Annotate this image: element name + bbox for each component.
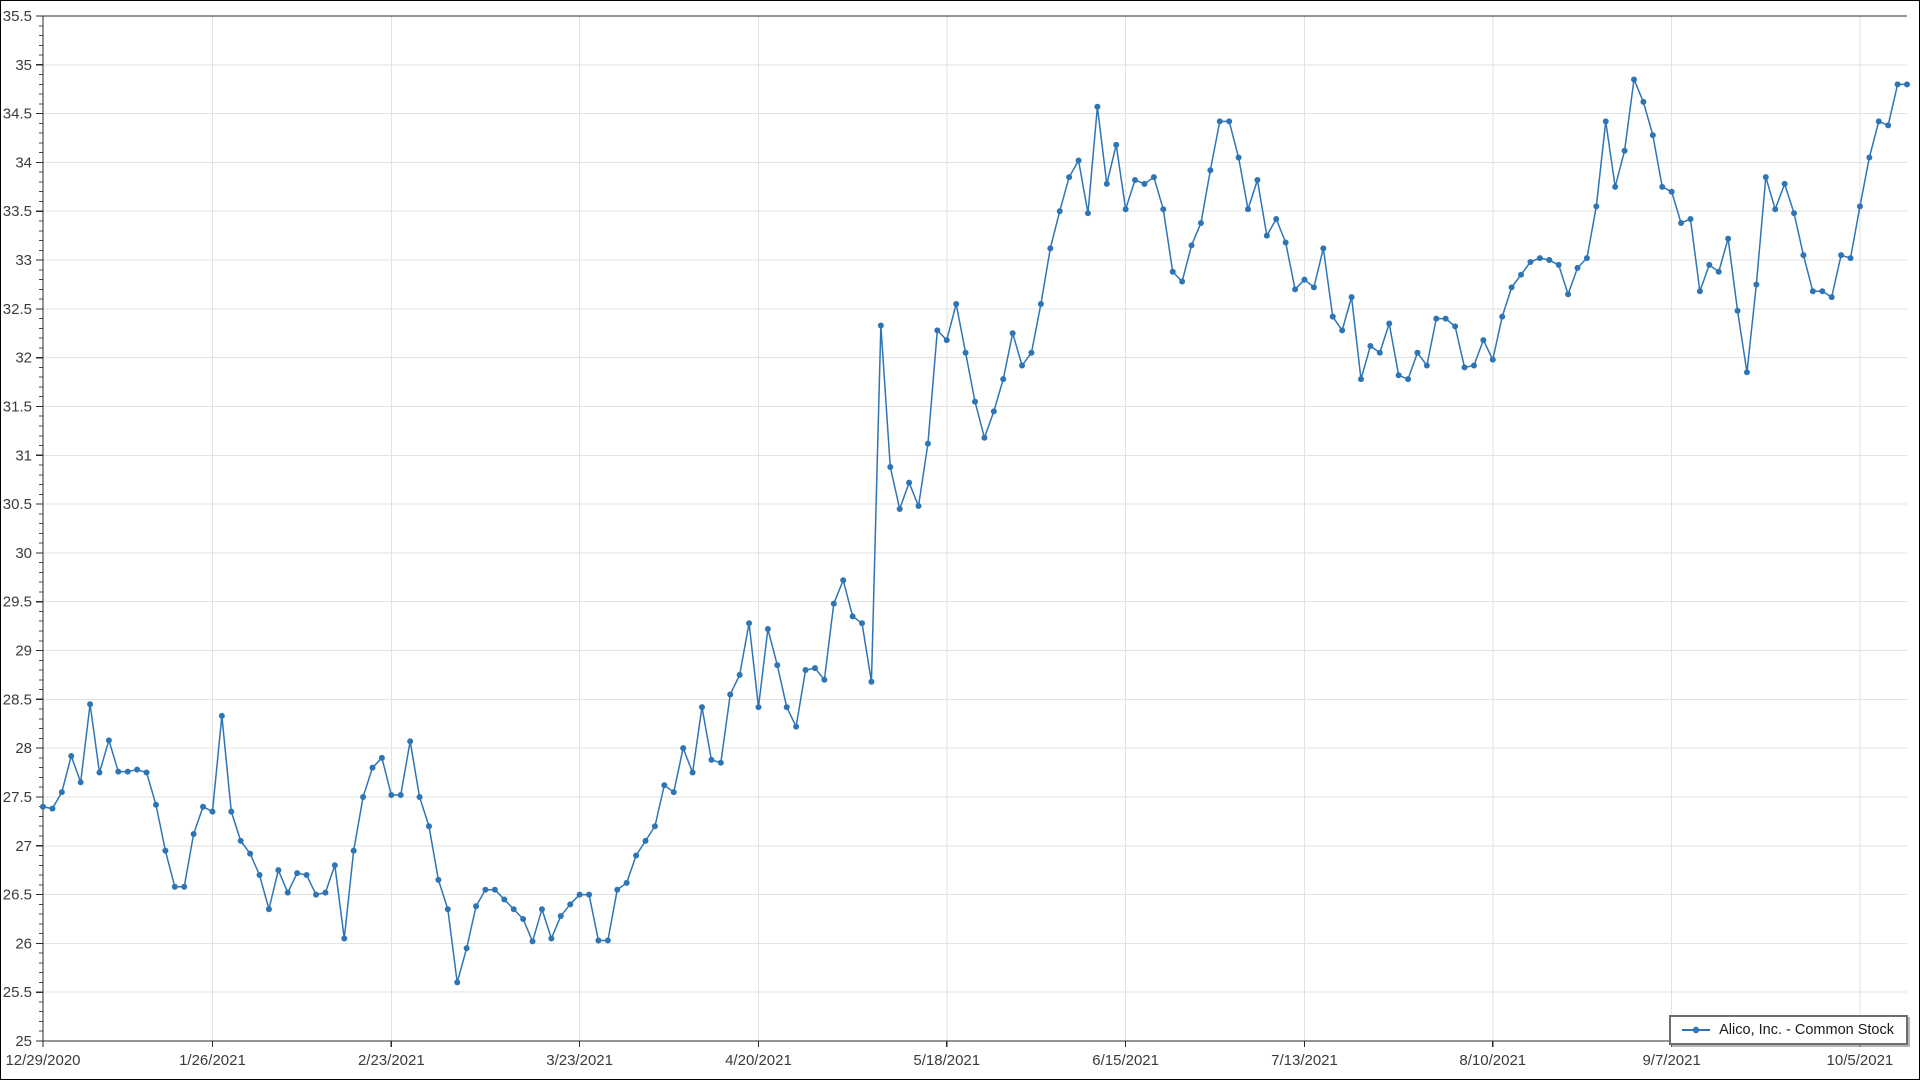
legend-line-marker-icon [1682,1026,1711,1034]
svg-text:33.5: 33.5 [3,203,32,220]
price-series-group [40,76,1910,986]
x-axis-ticks-group: 12/29/2020 1/26/2021 2/23/2021 3/23/2021 4/2… [5,1041,1894,1069]
svg-text:31.5: 31.5 [3,398,32,415]
svg-text:33: 33 [15,252,32,269]
svg-text:31: 31 [15,447,32,464]
svg-text:30.5: 30.5 [3,496,32,513]
svg-text:25.5: 25.5 [3,984,32,1001]
svg-text:27.5: 27.5 [3,789,32,806]
svg-text:9/7/2021: 9/7/2021 [1642,1052,1700,1069]
svg-text:8/10/2021: 8/10/2021 [1459,1052,1526,1069]
svg-text:26.5: 26.5 [3,887,32,904]
svg-text:28: 28 [15,740,32,757]
svg-text:28.5: 28.5 [3,691,32,708]
vertical-gridlines-group [42,16,1861,1041]
svg-text:29.5: 29.5 [3,594,32,611]
svg-text:34.5: 34.5 [3,106,32,123]
gridlines-group [43,15,1907,1042]
svg-text:26: 26 [15,935,32,952]
svg-text:6/15/2021: 6/15/2021 [1092,1052,1159,1069]
svg-text:2/23/2021: 2/23/2021 [358,1052,425,1069]
svg-text:7/13/2021: 7/13/2021 [1271,1052,1338,1069]
svg-text:5/18/2021: 5/18/2021 [913,1052,980,1069]
svg-text:4/20/2021: 4/20/2021 [725,1052,792,1069]
svg-text:27: 27 [15,838,32,855]
svg-text:10/5/2021: 10/5/2021 [1827,1052,1894,1069]
svg-text:32.5: 32.5 [3,301,32,318]
svg-text:1/26/2021: 1/26/2021 [179,1052,246,1069]
svg-text:35.5: 35.5 [3,8,32,25]
chart-legend[interactable]: Alico, Inc. - Common Stock [1669,1015,1908,1045]
svg-text:29: 29 [15,643,32,660]
svg-text:32: 32 [15,350,32,367]
svg-text:34: 34 [15,154,32,171]
svg-text:12/29/2020: 12/29/2020 [5,1052,80,1069]
axis-lines-group [42,15,1907,1042]
svg-text:25: 25 [15,1033,32,1050]
svg-text:35: 35 [15,57,32,74]
legend-label: Alico, Inc. - Common Stock [1719,1022,1894,1038]
svg-text:30: 30 [15,545,32,562]
svg-text:3/23/2021: 3/23/2021 [546,1052,613,1069]
y-axis-ticks-group: 25 25.5 26 26.5 27 27.5 28 28.5 29 29.5 30 30.5 31 31… [3,8,43,1050]
